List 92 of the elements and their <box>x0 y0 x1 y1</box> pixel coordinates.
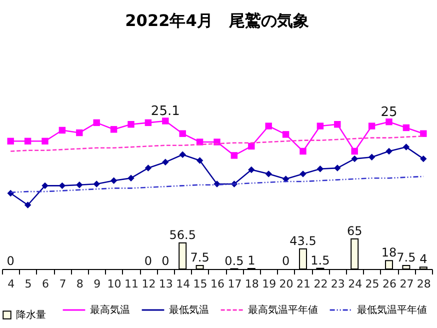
annotation: 25 <box>380 104 398 120</box>
point <box>368 122 376 130</box>
data-label: 0 <box>162 254 170 268</box>
data-label: 0 <box>144 254 152 268</box>
point <box>420 130 427 137</box>
point <box>230 152 238 159</box>
x-tick-label: 15 <box>193 278 208 290</box>
x-tick-label: 4 <box>8 278 15 290</box>
point <box>402 144 410 150</box>
x-tick-label: 25 <box>365 278 380 290</box>
point <box>265 170 272 178</box>
data-label: 65 <box>346 224 362 238</box>
point <box>420 155 427 162</box>
point <box>58 182 66 190</box>
x-tick-label: 27 <box>400 278 414 290</box>
x-tick-label: 7 <box>59 278 66 290</box>
x-tick-label: 6 <box>42 278 49 290</box>
point <box>248 166 255 174</box>
chart-title: 2022年4月 尾鷲の気象 <box>125 11 309 30</box>
x-tick-label: 12 <box>142 278 156 290</box>
data-label: 4 <box>420 252 428 266</box>
x-tick-label: 16 <box>210 278 224 290</box>
point <box>76 129 83 136</box>
x-tick-label: 22 <box>314 278 328 290</box>
point <box>316 122 324 130</box>
point <box>402 124 410 132</box>
point <box>93 180 100 188</box>
point <box>386 148 392 155</box>
data-label: 1.5 <box>310 253 330 268</box>
x-tick-label: 5 <box>24 278 32 290</box>
data-label: 0.5 <box>224 254 244 268</box>
point <box>93 119 100 126</box>
x-tick-label: 8 <box>76 278 84 290</box>
data-label: 18 <box>381 246 397 260</box>
point <box>248 142 255 150</box>
point <box>144 164 152 172</box>
data-label: 7.5 <box>190 250 210 265</box>
point <box>351 148 358 155</box>
annotation: 25.1 <box>150 104 180 119</box>
x-tick-label: 14 <box>176 278 190 290</box>
data-label: 43.5 <box>290 234 316 248</box>
point <box>265 122 272 130</box>
legend-label: 最高気温 <box>90 304 130 316</box>
point <box>58 126 66 134</box>
x-tick-label: 19 <box>262 278 276 290</box>
x-tick-label: 10 <box>107 278 122 290</box>
x-tick-label: 13 <box>158 278 173 290</box>
point <box>179 151 186 158</box>
x-tick-label: 21 <box>296 278 310 290</box>
point <box>162 158 169 166</box>
point <box>162 118 169 124</box>
x-tick-label: 18 <box>244 278 259 290</box>
point <box>24 138 32 145</box>
point <box>128 121 134 128</box>
data-label: 56.5 <box>169 228 196 242</box>
x-tick-label: 23 <box>330 278 345 290</box>
point <box>42 182 48 190</box>
x-tick-label: 9 <box>94 278 101 290</box>
legend-label: 降水量 <box>16 309 46 321</box>
point <box>300 148 306 155</box>
point <box>128 174 134 182</box>
legend-label: 最低気温平年値 <box>357 304 427 316</box>
x-tick-label: 20 <box>279 278 294 290</box>
point <box>368 154 376 160</box>
legend-label: 最高気温平年値 <box>248 304 318 316</box>
point <box>196 157 204 164</box>
x-tick-label: 24 <box>348 278 362 290</box>
point <box>179 130 186 137</box>
x-tick-label: 17 <box>228 278 242 290</box>
point <box>334 164 341 172</box>
data-label: 0 <box>282 254 290 268</box>
point <box>386 118 392 126</box>
point <box>110 177 118 184</box>
point <box>316 166 324 172</box>
point <box>282 131 290 138</box>
x-tick-label: 26 <box>382 278 396 290</box>
point <box>282 176 290 182</box>
data-label: 1 <box>248 254 256 268</box>
x-tick-label: 11 <box>124 278 138 290</box>
point <box>42 138 48 145</box>
point <box>76 181 83 188</box>
legend-label: 最低気温 <box>169 304 209 316</box>
point <box>300 170 306 178</box>
data-label: 0 <box>6 254 14 268</box>
point <box>351 155 358 162</box>
point <box>24 202 32 208</box>
point <box>334 121 341 128</box>
data-label: 7.5 <box>396 250 416 265</box>
point <box>144 119 152 126</box>
x-tick-label: 28 <box>416 278 431 290</box>
point <box>110 126 118 133</box>
point <box>7 138 14 145</box>
